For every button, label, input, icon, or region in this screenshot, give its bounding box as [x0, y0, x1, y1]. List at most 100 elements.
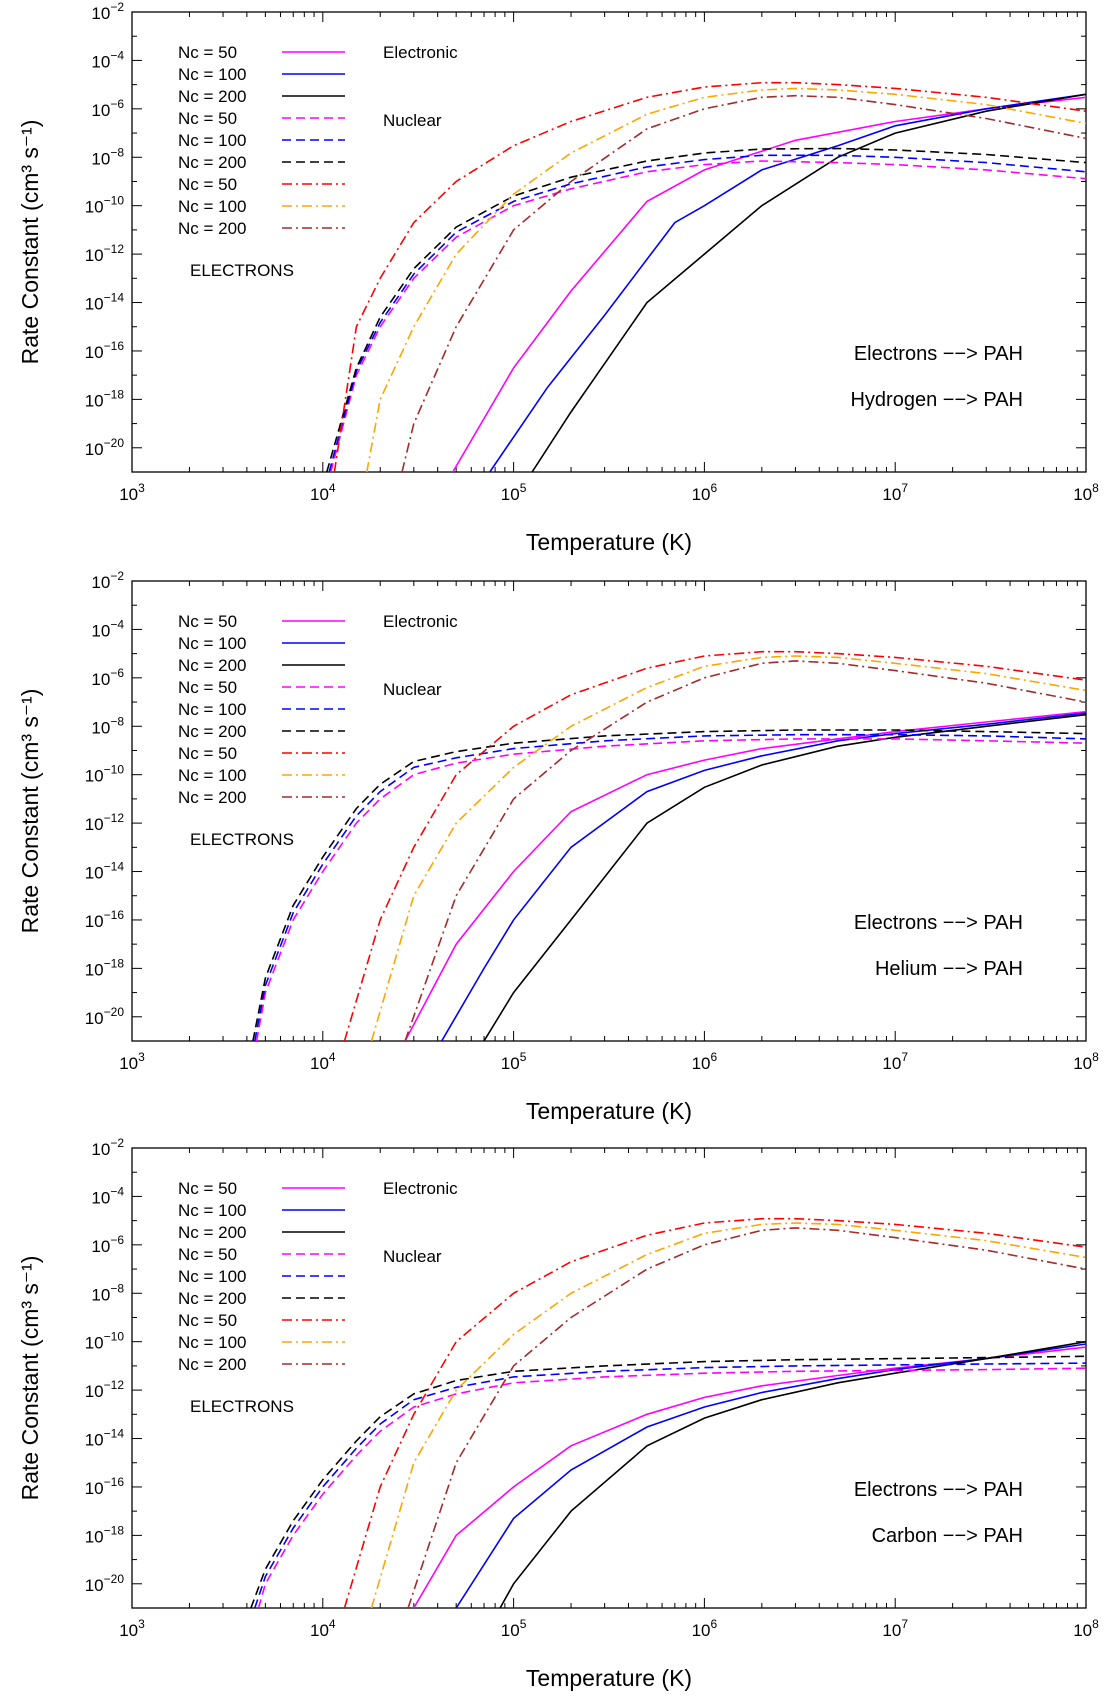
y-tick-label: 10−10: [85, 194, 125, 217]
y-tick-label: 10−12: [85, 811, 125, 834]
x-tick-label: 106: [692, 1050, 718, 1073]
series-line-nuclear-n200-dashed: [326, 147, 1086, 472]
x-tick-label: 107: [882, 481, 908, 504]
series-line-electronic-n200-solid: [483, 713, 1086, 1041]
legend: Nc = 50 Nc = 100 Nc = 200 Nc = 50 Nc = 100 Nc…: [178, 1179, 458, 1416]
legend-label: Nc = 50: [178, 109, 237, 128]
legend-label: Nc = 100: [178, 65, 247, 84]
series-line-nuclear-n100-dashed: [254, 1362, 1086, 1608]
x-tick-label: 105: [501, 481, 527, 504]
legend-label: Nc = 50: [178, 1311, 237, 1330]
legend-label: Nc = 100: [178, 634, 247, 653]
x-tick-label: 106: [692, 1617, 718, 1640]
y-axis-title: Rate Constant (cm³ s⁻¹): [17, 1256, 43, 1501]
legend-label: Nc = 50: [178, 678, 237, 697]
annotation-electrons-process: Electrons −−> PAH: [854, 343, 1023, 365]
y-tick-label: 10−12: [85, 1378, 125, 1401]
plot-area: [326, 81, 1086, 472]
legend-note-electrons: ELECTRONS: [190, 261, 294, 280]
y-tick-label: 10−18: [85, 387, 125, 410]
series-line-electronic-n100-solid: [441, 712, 1086, 1041]
legend: Nc = 50 Nc = 100 Nc = 200 Nc = 50 Nc = 100 Nc…: [178, 43, 458, 280]
y-tick-label: 10−2: [91, 1136, 124, 1159]
annotation-projectile-process: Hydrogen −−> PAH: [850, 389, 1023, 411]
series-line-nuclear-n200-dashdot: [404, 660, 1086, 1041]
legend-label: Nc = 100: [178, 1201, 247, 1220]
y-tick-label: 10−20: [85, 1572, 125, 1595]
y-tick-label: 10−10: [85, 1330, 125, 1353]
chart-panel-2: 103 104 105 106 107 108 10−20 10−18 10−16 10−14 10…: [17, 569, 1099, 1124]
y-tick-label: 10−2: [91, 0, 124, 23]
y-tick-label: 10−10: [85, 763, 125, 786]
series-line-electronic-n100-solid: [455, 1343, 1086, 1608]
series-line-nuclear-n200-dashed: [252, 729, 1086, 1041]
y-tick-label: 10−12: [85, 242, 125, 265]
plot-frame: [131, 1147, 1087, 1609]
series-line-nuclear-n50-dashed: [255, 738, 1086, 1041]
legend-label: Nc = 200: [178, 1223, 247, 1242]
x-axis-title: Temperature (K): [526, 529, 692, 555]
series-line-nuclear-n50-dashed: [329, 160, 1086, 472]
y-tick-label: 10−14: [85, 1427, 125, 1450]
y-tick-label: 10−6: [91, 666, 124, 689]
legend-label: Nc = 200: [178, 1289, 247, 1308]
legend-label: Nc = 200: [178, 1355, 247, 1374]
y-tick-label: 10−16: [85, 339, 125, 362]
x-tick-label: 108: [1073, 1617, 1099, 1640]
y-tick-label: 10−8: [91, 145, 124, 168]
y-tick-label: 10−4: [91, 48, 124, 71]
legend-label: Nc = 50: [178, 1179, 237, 1198]
y-tick-label: 10−8: [91, 1281, 124, 1304]
series-line-nuclear-n100-dashed: [328, 154, 1086, 472]
series-line-electronic-n50-solid: [404, 710, 1086, 1041]
y-tick-label: 10−4: [91, 1184, 124, 1207]
annotation-electrons-process: Electrons −−> PAH: [854, 912, 1023, 934]
x-tick-label: 104: [310, 1050, 336, 1073]
y-tick-label: 10−4: [91, 617, 124, 640]
y-tick-label: 10−6: [91, 97, 124, 120]
x-axis-title: Temperature (K): [526, 1665, 692, 1691]
y-tick-label: 10−14: [85, 291, 125, 314]
annotation-projectile-process: Helium −−> PAH: [875, 958, 1023, 980]
chart-panel-1: 103 104 105 106 107 108 10−20 10−18 10−16 10−14 10…: [17, 0, 1099, 555]
legend-group-nuclear: Nuclear: [383, 1247, 442, 1266]
x-tick-label: 103: [119, 1617, 145, 1640]
x-tick-label: 103: [119, 481, 145, 504]
series-line-electronic-n100-solid: [489, 93, 1086, 472]
legend-label: Nc = 200: [178, 788, 247, 807]
legend-label: Nc = 200: [178, 153, 247, 172]
x-tick-label: 107: [882, 1050, 908, 1073]
chart-panel-3: 103 104 105 106 107 108 10−20 10−18 10−16 10−14 10…: [17, 1136, 1099, 1691]
legend-label: Nc = 100: [178, 197, 247, 216]
legend-group-electronic: Electronic: [383, 1179, 458, 1198]
x-tick-label: 107: [882, 1617, 908, 1640]
legend-group-nuclear: Nuclear: [383, 111, 442, 130]
legend-label: Nc = 50: [178, 744, 237, 763]
legend-label: Nc = 100: [178, 1333, 247, 1352]
legend-label: Nc = 100: [178, 1267, 247, 1286]
series-line-nuclear-n50-dashdot: [343, 650, 1086, 1041]
legend-group-electronic: Electronic: [383, 612, 458, 631]
y-tick-label: 10−14: [85, 860, 125, 883]
annotation-projectile-process: Carbon −−> PAH: [872, 1525, 1023, 1547]
y-tick-label: 10−20: [85, 436, 125, 459]
series-line-nuclear-n50-dashdot: [333, 81, 1086, 472]
legend-label: Nc = 200: [178, 219, 247, 238]
plot-frame: [131, 580, 1087, 1042]
y-tick-label: 10−18: [85, 956, 125, 979]
series-line-nuclear-n100-dashdot: [370, 655, 1086, 1041]
annotation-electrons-process: Electrons −−> PAH: [854, 1479, 1023, 1501]
y-tick-label: 10−8: [91, 714, 124, 737]
y-tick-label: 10−6: [91, 1233, 124, 1256]
legend-label: Nc = 50: [178, 175, 237, 194]
y-axis-title: Rate Constant (cm³ s⁻¹): [17, 689, 43, 934]
legend: Nc = 50 Nc = 100 Nc = 200 Nc = 50 Nc = 100 Nc…: [178, 612, 458, 849]
legend-label: Nc = 50: [178, 1245, 237, 1264]
y-tick-label: 10−18: [85, 1523, 125, 1546]
y-tick-label: 10−16: [85, 908, 125, 931]
series-line-nuclear-n100-dashdot: [370, 1222, 1086, 1608]
series-line-electronic-n200-solid: [531, 93, 1086, 472]
x-tick-label: 105: [501, 1050, 527, 1073]
legend-group-electronic: Electronic: [383, 43, 458, 62]
